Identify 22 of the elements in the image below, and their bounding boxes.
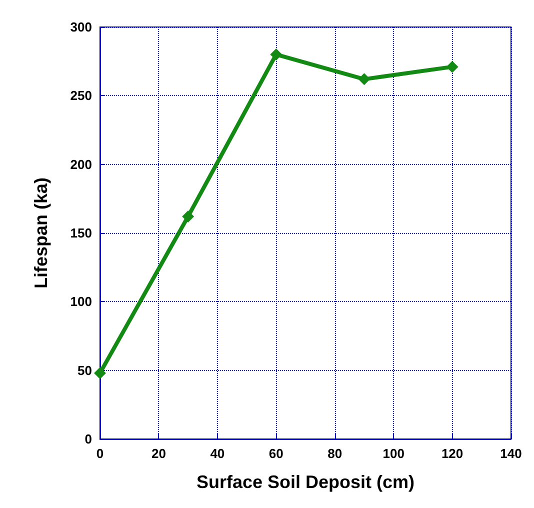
y-tick-label: 0 bbox=[84, 432, 92, 446]
y-tick-label: 50 bbox=[78, 362, 92, 378]
y-tick-label: 150 bbox=[70, 226, 92, 240]
y-tick-label: 200 bbox=[70, 156, 92, 172]
x-tick-label: 140 bbox=[500, 446, 522, 461]
y-axis-title: Lifespan (ka) bbox=[31, 177, 51, 289]
x-tick-label: 100 bbox=[382, 446, 404, 461]
x-tick-label: 80 bbox=[328, 446, 342, 461]
point bbox=[182, 210, 194, 223]
x-tick-label: 120 bbox=[441, 446, 464, 461]
y-tick-label: 250 bbox=[70, 88, 92, 104]
point bbox=[446, 60, 458, 73]
x-axis-title: Surface Soil Deposit (cm) bbox=[196, 472, 415, 492]
x-tick-label: 60 bbox=[268, 446, 284, 461]
y-tick-label: 100 bbox=[70, 294, 92, 310]
x-tick-label: 40 bbox=[210, 446, 225, 461]
point bbox=[358, 73, 370, 86]
y-tick-label: 300 bbox=[70, 20, 92, 34]
point bbox=[94, 367, 106, 380]
x-tick-label: 0 bbox=[96, 446, 104, 461]
x-tick-label: 20 bbox=[151, 446, 166, 461]
point bbox=[270, 48, 282, 60]
